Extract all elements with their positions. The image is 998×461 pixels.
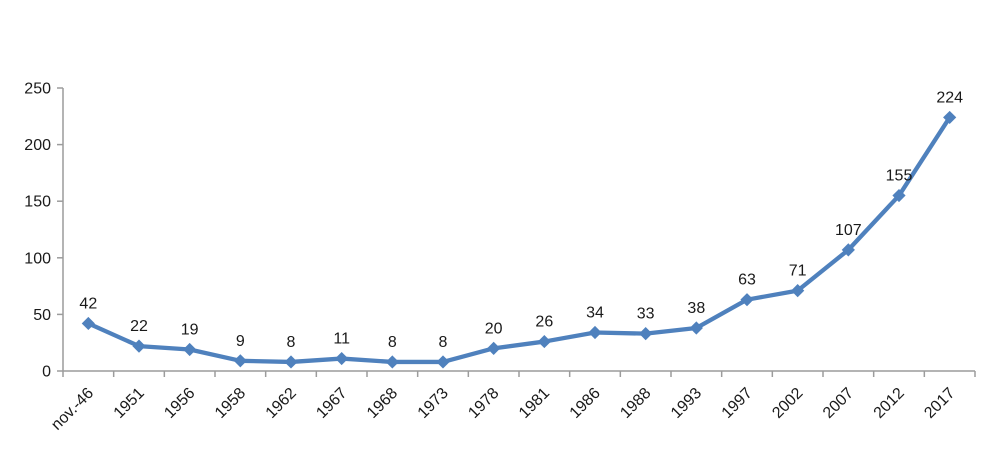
data-point-marker <box>81 316 95 331</box>
data-point-marker <box>689 321 703 335</box>
y-tick-label: 0 <box>42 364 51 381</box>
x-tick-label: 1973 <box>415 385 452 422</box>
data-label: 107 <box>835 222 862 239</box>
data-point-marker <box>639 327 653 341</box>
data-label: 8 <box>388 334 397 351</box>
data-point-marker <box>588 325 602 340</box>
x-tick-label: 1997 <box>719 385 756 422</box>
y-tick-label: 50 <box>33 307 51 324</box>
data-point-marker <box>335 351 349 366</box>
data-label: 34 <box>586 305 604 322</box>
data-label: 9 <box>236 333 245 350</box>
y-tick-label: 200 <box>24 137 51 154</box>
x-tick-label: 2002 <box>769 385 806 422</box>
x-tick-label: 1958 <box>212 385 249 422</box>
data-label: 26 <box>535 314 553 331</box>
data-point-marker <box>132 339 146 353</box>
data-label: 63 <box>738 272 756 289</box>
data-label: 224 <box>936 89 963 106</box>
data-label: 42 <box>79 295 97 312</box>
data-point-marker <box>841 243 855 257</box>
x-tick-label: 1978 <box>465 385 502 422</box>
data-point-marker <box>537 334 551 349</box>
x-tick-label: 1968 <box>364 385 401 422</box>
data-point-marker <box>943 110 957 125</box>
x-tick-label: 2017 <box>921 385 958 422</box>
data-point-marker <box>740 293 754 307</box>
data-label: 8 <box>439 334 448 351</box>
data-point-marker <box>385 355 399 369</box>
x-tick-label: 1993 <box>668 385 705 422</box>
y-tick-label: 250 <box>24 81 51 98</box>
x-tick-label: 1956 <box>161 385 198 422</box>
data-point-marker <box>436 355 450 369</box>
x-tick-label: 1951 <box>111 385 148 422</box>
y-tick-label: 150 <box>24 194 51 211</box>
data-label: 8 <box>287 334 296 351</box>
data-label: 38 <box>687 300 705 317</box>
data-label: 33 <box>637 306 655 323</box>
x-tick-label: 1986 <box>567 385 604 422</box>
series-line <box>86 115 952 365</box>
data-point-marker <box>233 354 247 368</box>
x-tick-label: 1962 <box>263 385 300 422</box>
x-tick-label: 2012 <box>871 385 908 422</box>
x-tick-label: nov.-46 <box>48 385 97 434</box>
data-label: 155 <box>886 168 913 185</box>
data-label: 22 <box>130 318 148 335</box>
data-label: 11 <box>333 331 350 348</box>
x-tick-label: 2007 <box>820 385 857 422</box>
data-point-marker <box>791 284 805 298</box>
data-point-marker <box>183 342 197 357</box>
y-tick-label: 100 <box>24 250 51 267</box>
x-tick-label: 1981 <box>516 385 553 422</box>
data-point-marker <box>892 188 906 203</box>
x-tick-label: 1988 <box>617 385 654 422</box>
x-tick-label: 1967 <box>313 385 350 422</box>
data-label: 20 <box>485 320 503 337</box>
data-point-marker <box>487 341 501 355</box>
data-label: 19 <box>181 321 199 338</box>
data-point-marker <box>284 355 298 369</box>
data-label: 71 <box>789 263 807 280</box>
